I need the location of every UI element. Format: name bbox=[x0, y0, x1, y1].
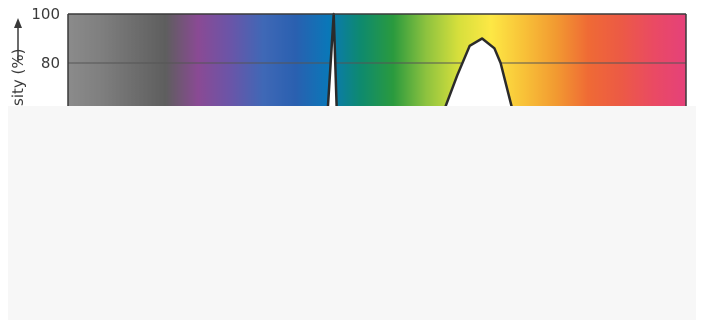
y-tick-label-80: 80 bbox=[41, 54, 60, 72]
y-axis-label: sity (%) bbox=[9, 49, 27, 106]
y-axis-arrow-head bbox=[14, 18, 22, 28]
y-tick-label-100: 100 bbox=[31, 5, 60, 23]
obscured-region bbox=[8, 106, 696, 320]
gridlines bbox=[68, 62, 686, 64]
